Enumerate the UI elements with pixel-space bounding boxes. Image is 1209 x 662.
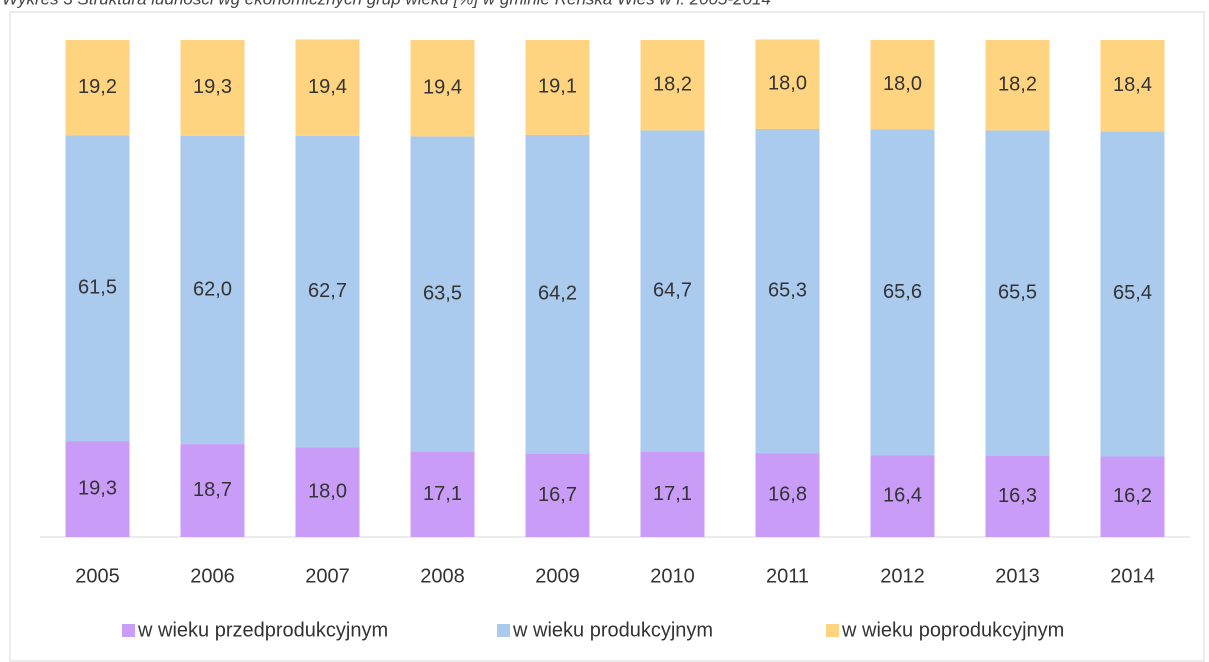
bar-segment xyxy=(640,452,705,537)
bar-segment xyxy=(755,39,820,129)
bar-segment xyxy=(985,40,1050,131)
bar-segment xyxy=(65,135,130,442)
bar-segment xyxy=(985,455,1050,537)
data-label: 63,5 xyxy=(423,282,462,304)
data-label: 18,2 xyxy=(998,74,1037,96)
legend-label: w wieku poprodukcyjnym xyxy=(841,619,1064,641)
bar-segment xyxy=(755,453,820,537)
bar-segment xyxy=(870,129,935,456)
chart-title: Wykres 3 Struktura ludności wg ekonomicz… xyxy=(2,0,771,8)
data-label: 19,1 xyxy=(538,76,577,98)
bar-segment xyxy=(870,40,935,130)
data-label: 18,0 xyxy=(308,481,347,503)
data-label: 65,6 xyxy=(883,281,922,303)
bar-segment xyxy=(525,134,590,455)
data-label: 18,0 xyxy=(768,73,807,95)
x-tick-label: 2006 xyxy=(190,565,235,587)
bar-segment xyxy=(65,40,130,136)
bar-segment xyxy=(410,452,475,537)
x-tick-label: 2007 xyxy=(305,565,350,587)
x-tick-label: 2014 xyxy=(1110,565,1155,587)
legend-label: w wieku produkcyjnym xyxy=(512,619,713,641)
bar-segment xyxy=(180,135,245,445)
legend-label: w wieku przedprodukcyjnym xyxy=(137,619,388,641)
data-label: 17,1 xyxy=(423,483,462,505)
data-label: 64,7 xyxy=(653,280,692,302)
data-label: 62,0 xyxy=(193,278,232,300)
data-label: 16,2 xyxy=(1113,485,1152,507)
bar-segment xyxy=(525,454,590,537)
bar-segment xyxy=(1100,456,1165,537)
data-label: 16,4 xyxy=(883,485,922,507)
bar-segment xyxy=(1100,40,1165,132)
bar-segment xyxy=(870,455,935,537)
data-label: 16,3 xyxy=(998,485,1037,507)
bar-segment xyxy=(640,130,705,453)
data-label: 18,7 xyxy=(193,479,232,501)
legend-swatch xyxy=(122,624,135,637)
data-label: 16,7 xyxy=(538,484,577,506)
data-label: 64,2 xyxy=(538,283,577,305)
data-label: 16,8 xyxy=(768,484,807,506)
bar-segment xyxy=(985,130,1050,456)
bar-segment xyxy=(640,40,705,131)
data-label: 19,4 xyxy=(308,76,347,98)
bar-segment xyxy=(525,40,590,135)
legend-swatch xyxy=(826,624,839,637)
bar-segment xyxy=(755,128,820,454)
x-tick-label: 2009 xyxy=(535,565,580,587)
data-label: 65,3 xyxy=(768,280,807,302)
bar-segment xyxy=(295,135,360,448)
bar-segment xyxy=(65,441,130,537)
data-label: 62,7 xyxy=(308,280,347,302)
bar-segment xyxy=(180,40,245,136)
data-label: 18,0 xyxy=(883,73,922,95)
data-label: 19,3 xyxy=(78,477,117,499)
x-tick-label: 2005 xyxy=(75,565,120,587)
bar-segment xyxy=(180,444,245,537)
bar-segment xyxy=(295,39,360,136)
data-label: 19,3 xyxy=(193,76,232,98)
bar-segment xyxy=(1100,131,1165,457)
data-label: 18,2 xyxy=(653,74,692,96)
x-tick-label: 2012 xyxy=(880,565,925,587)
bar-segment xyxy=(410,136,475,453)
data-label: 19,4 xyxy=(423,76,462,98)
data-label: 17,1 xyxy=(653,483,692,505)
x-tick-label: 2011 xyxy=(766,565,809,587)
bar-segment xyxy=(295,447,360,537)
x-tick-label: 2008 xyxy=(420,565,465,587)
data-label: 19,2 xyxy=(78,76,117,98)
data-label: 65,4 xyxy=(1113,282,1152,304)
data-label: 65,5 xyxy=(998,282,1037,304)
bar-segment xyxy=(410,40,475,137)
data-label: 18,4 xyxy=(1113,74,1152,96)
x-tick-label: 2013 xyxy=(995,565,1040,587)
x-tick-label: 2010 xyxy=(650,565,695,587)
legend-swatch xyxy=(497,624,510,637)
data-label: 61,5 xyxy=(78,277,117,299)
